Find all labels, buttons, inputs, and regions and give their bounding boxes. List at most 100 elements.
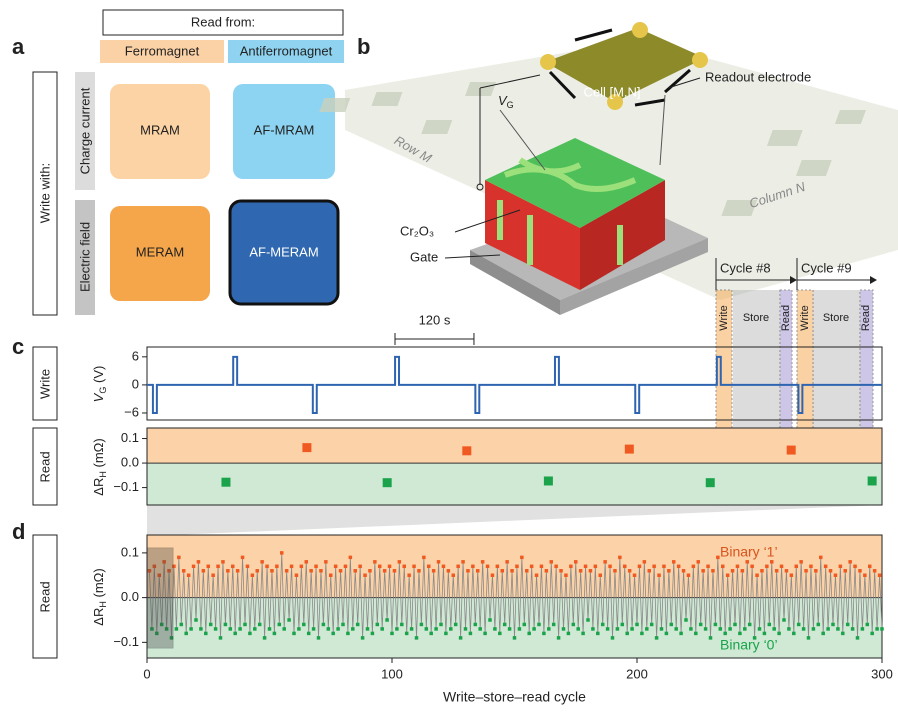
y-axis-label: ΔRH (mΩ) — [91, 438, 108, 495]
row-label: Electric field — [77, 222, 92, 292]
marker — [648, 569, 652, 573]
marker — [319, 569, 323, 573]
marker — [248, 632, 252, 636]
marker — [518, 627, 522, 631]
marker — [741, 569, 745, 573]
label: Cell [M,N] — [583, 84, 640, 99]
marker — [275, 565, 279, 569]
subscript: G — [507, 100, 514, 110]
marker — [670, 623, 674, 627]
marker — [334, 565, 338, 569]
marker — [795, 565, 799, 569]
contact — [692, 52, 708, 68]
arrow-head — [870, 276, 877, 284]
scale-bar — [395, 333, 474, 345]
marker — [376, 623, 380, 627]
marker — [826, 627, 830, 631]
marker — [856, 636, 860, 640]
marker — [863, 574, 867, 578]
symbol: ΔR — [91, 478, 106, 496]
marker — [699, 623, 703, 627]
marker — [496, 565, 500, 569]
marker — [599, 574, 603, 578]
marker — [618, 556, 622, 560]
marker — [295, 574, 299, 578]
phase: Store — [743, 312, 769, 324]
marker — [273, 632, 277, 636]
y-tick-label: 0 — [132, 376, 139, 391]
marker — [422, 556, 426, 560]
marker — [297, 627, 301, 631]
marker — [241, 556, 245, 560]
panel-a: Read from: Ferromagnet Antiferromagnet W… — [33, 10, 344, 315]
marker — [621, 623, 625, 627]
band-positive — [147, 428, 882, 463]
marker — [799, 560, 803, 564]
marker — [768, 623, 772, 627]
marker — [660, 627, 664, 631]
marker — [532, 627, 536, 631]
marker — [782, 618, 786, 622]
marker — [535, 574, 539, 578]
panel-label: a — [12, 34, 25, 59]
panel-label: c — [12, 334, 24, 359]
marker — [640, 632, 644, 636]
marker — [380, 627, 384, 631]
marker — [403, 565, 407, 569]
marker — [719, 627, 723, 631]
marker — [777, 632, 781, 636]
marker — [383, 478, 392, 487]
marker — [638, 565, 642, 569]
marker — [567, 632, 571, 636]
marker — [687, 574, 691, 578]
marker — [562, 627, 566, 631]
marker — [775, 569, 779, 573]
marker — [584, 565, 588, 569]
marker — [378, 565, 382, 569]
marker — [684, 618, 688, 622]
marker — [709, 636, 713, 640]
marker — [327, 627, 331, 631]
y-tick-label: −0.1 — [113, 479, 139, 494]
marker — [336, 627, 340, 631]
marker — [300, 565, 304, 569]
marker — [175, 627, 179, 631]
marker — [721, 565, 725, 569]
marker — [256, 569, 260, 573]
marker — [265, 565, 269, 569]
marker — [461, 560, 465, 564]
marker — [346, 632, 350, 636]
marker — [652, 565, 656, 569]
marker — [505, 560, 509, 564]
marker — [447, 569, 451, 573]
marker — [341, 623, 345, 627]
marker — [586, 618, 590, 622]
marker — [344, 565, 348, 569]
band-negative — [147, 463, 882, 505]
marker — [425, 627, 429, 631]
marker — [510, 569, 514, 573]
annotation: Binary ‘1’ — [720, 544, 778, 560]
marker — [354, 569, 358, 573]
header: Read from: — [191, 14, 255, 29]
phase: Store — [823, 312, 849, 324]
marker — [238, 627, 242, 631]
y-tick-label: 0.1 — [121, 430, 139, 445]
marker — [454, 623, 458, 627]
phase: Read — [860, 305, 872, 331]
x-tick-label: 0 — [143, 666, 150, 681]
label: Gate — [410, 249, 438, 264]
marker — [363, 574, 367, 578]
marker — [804, 569, 808, 573]
marker — [834, 574, 838, 578]
marker — [305, 560, 309, 564]
marker — [466, 569, 470, 573]
annotation: Binary ‘0’ — [720, 637, 778, 653]
marker — [787, 446, 796, 455]
marker — [780, 565, 784, 569]
marker — [701, 569, 705, 573]
marker — [251, 574, 255, 578]
marker — [486, 565, 490, 569]
marker — [603, 560, 607, 564]
marker — [412, 565, 416, 569]
